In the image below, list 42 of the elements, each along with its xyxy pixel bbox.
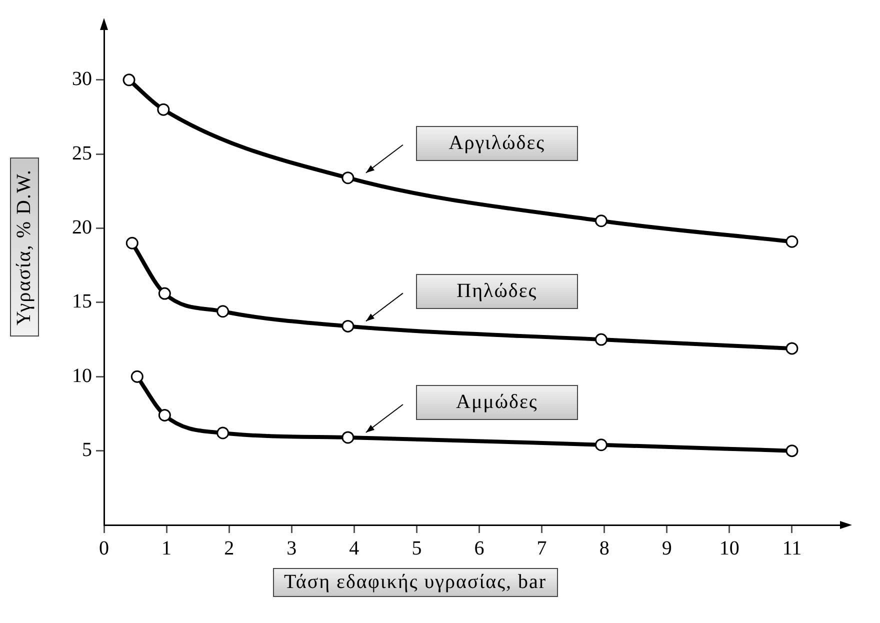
series-label: Αμμώδες [456, 391, 538, 414]
x-axis-title: Τάση εδαφικής υγρασίας, bar [273, 568, 558, 597]
point [158, 408, 171, 422]
series-label: Πηλώδες [456, 280, 538, 302]
x-tick-label: 5 [412, 537, 422, 560]
x-tick-label: 4 [349, 537, 360, 560]
point [594, 333, 608, 346]
point [786, 235, 798, 248]
x-tick-label: 9 [662, 537, 672, 560]
x-tick-label: 0 [99, 537, 109, 560]
x-tick-label: 10 [719, 537, 740, 560]
y-axis-title: Υγρασία, % D.W. [10, 158, 39, 337]
point [342, 320, 354, 332]
y-tick-label: 20 [72, 216, 92, 239]
point [342, 431, 354, 444]
x-tick-label: 1 [162, 537, 172, 560]
point [216, 305, 230, 318]
point [594, 214, 608, 228]
y-tick-label: 30 [72, 68, 92, 90]
point [126, 236, 138, 250]
y-tick-label: 25 [72, 142, 92, 164]
point [786, 444, 798, 458]
label-box: Αμμώδες [416, 385, 578, 420]
point [216, 426, 230, 440]
point [157, 103, 170, 116]
x-tick-label: 6 [474, 537, 484, 560]
x-tick-label: 3 [286, 537, 297, 560]
point [158, 287, 171, 300]
x-tick-label: 2 [224, 537, 234, 560]
y-tick-label: 10 [72, 364, 92, 387]
point [594, 438, 608, 452]
y-tick-label: 15 [72, 290, 92, 313]
label-box: Αργιλώδες [416, 126, 578, 161]
x-tick-label: 7 [536, 537, 547, 560]
point [786, 342, 798, 355]
y-tick-label: 5 [82, 439, 92, 462]
point [342, 172, 354, 184]
x-tick-label: 8 [599, 537, 610, 560]
point [130, 370, 144, 383]
label-box: Πηλώδες [416, 274, 578, 310]
point [122, 74, 136, 86]
x-tick-label: 11 [782, 537, 802, 560]
